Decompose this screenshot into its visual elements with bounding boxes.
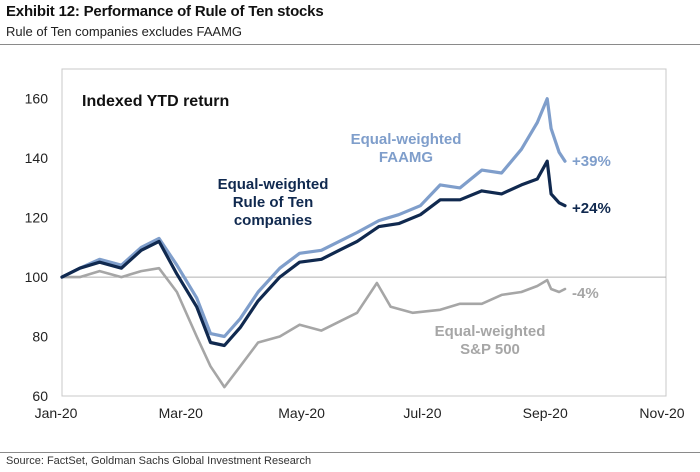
header-divider [0, 44, 700, 45]
series-label-line: Equal-weighted [218, 176, 329, 193]
series-label-line: Equal-weighted [435, 323, 546, 340]
series-end-label: +39% [572, 153, 611, 170]
x-tick-label: Mar-20 [159, 405, 204, 421]
footer-divider [0, 452, 700, 453]
series-end-label: +24% [572, 200, 611, 217]
series-line-faamg [60, 97, 567, 339]
series-label-line: Rule of Ten [233, 194, 314, 211]
y-tick-label: 140 [25, 150, 49, 166]
source-note: Source: FactSet, Goldman Sachs Global In… [6, 455, 312, 467]
chart-title: Indexed YTD return [82, 93, 229, 110]
y-tick-label: 100 [25, 269, 49, 285]
series-label-line: FAAMG [379, 149, 433, 166]
series-label-line: Equal-weighted [351, 131, 462, 148]
x-tick-label: Nov-20 [639, 405, 684, 421]
plot-frame [61, 68, 667, 397]
series-label-line: companies [234, 212, 312, 229]
x-tick-label: Jul-20 [403, 405, 441, 421]
y-tick-label: 60 [32, 388, 48, 404]
y-tick-label: 160 [25, 91, 49, 107]
series-line-rule-of-ten [60, 159, 567, 348]
series-line-sp500 [60, 266, 567, 389]
y-tick-label: 80 [32, 329, 48, 345]
x-tick-label: Jan-20 [35, 405, 78, 421]
x-tick-label: May-20 [278, 405, 325, 421]
y-tick-label: 120 [25, 210, 49, 226]
series-end-label: -4% [572, 285, 599, 302]
chart-subtitle: Rule of Ten companies excludes FAAMG [6, 24, 243, 39]
x-tick-label: Sep-20 [523, 405, 568, 421]
series-label-line: S&P 500 [460, 341, 520, 358]
chart-exhibit-title: Exhibit 12: Performance of Rule of Ten s… [6, 3, 324, 20]
